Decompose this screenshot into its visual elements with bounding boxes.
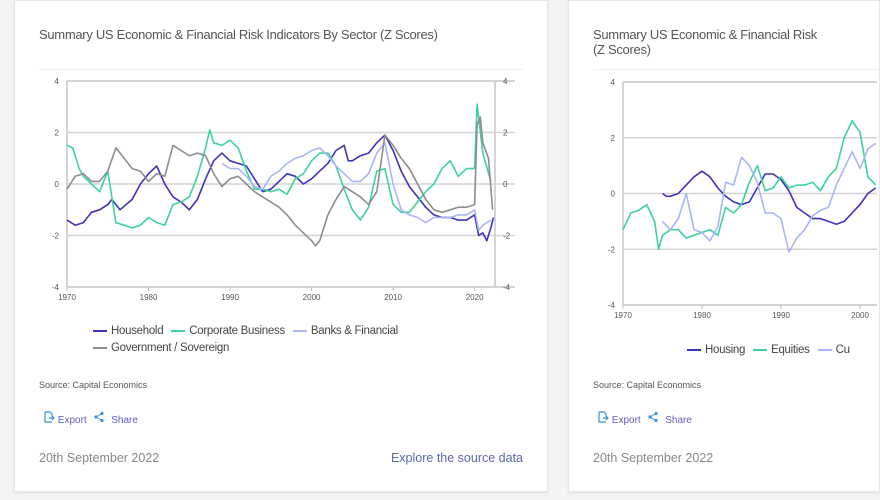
chart-legend: Housing Equities Cu (687, 342, 877, 359)
legend-item-third[interactable]: Cu (817, 342, 850, 359)
legend-swatch (292, 329, 307, 332)
y-tick-label-right: 4 (503, 77, 508, 86)
title-divider (39, 69, 523, 70)
y-tick-label-left: -4 (608, 301, 616, 310)
y-tick-label-left: 0 (55, 180, 60, 189)
x-tick-label: 2010 (384, 293, 402, 302)
share-button[interactable]: Share (93, 411, 138, 426)
chart-card-by-market: Summary US Economic & Financial Risk (Z S… (568, 0, 880, 492)
series-line-housing (662, 170, 877, 225)
legend-item-banks[interactable]: Banks & Financial (292, 323, 398, 340)
y-tick-label-left: 2 (55, 129, 60, 138)
series-line-government-sovereign (66, 116, 494, 247)
publish-date: 20th September 2022 (593, 451, 714, 465)
legend-label: Household (111, 325, 164, 337)
export-icon (44, 411, 55, 423)
legend-item-equities[interactable]: Equities (753, 342, 810, 359)
export-button[interactable]: Export (43, 411, 89, 426)
y-tick-label-left: -2 (608, 245, 616, 254)
y-tick-label-right: -2 (503, 232, 511, 241)
legend-swatch (171, 329, 186, 332)
share-label: Share (665, 414, 692, 426)
chart-legend: Household Corporate Business Banks & Finan… (93, 323, 493, 357)
export-icon (598, 411, 609, 423)
legend-item-government[interactable]: Government / Sovereign (93, 340, 229, 357)
y-tick-label-left: 4 (55, 77, 60, 86)
share-button[interactable]: Share (647, 411, 692, 426)
legend-swatch (753, 348, 768, 351)
export-label: Export (57, 414, 87, 426)
chart-actions: Export Share (597, 411, 692, 426)
legend-swatch (687, 348, 701, 351)
chart-actions: Export Share (43, 411, 138, 426)
y-tick-label-right: -4 (503, 283, 511, 292)
y-tick-label-left: 2 (611, 134, 616, 143)
x-tick-label: 2020 (466, 293, 484, 302)
legend-item-housing[interactable]: Housing (687, 342, 745, 359)
series-line-banks-financial (221, 142, 492, 232)
share-icon (648, 411, 659, 423)
source-note: Source: Capital Economics (593, 380, 702, 390)
chart-title: Summary US Economic & Financial Risk Ind… (39, 27, 438, 42)
x-tick-label: 1980 (140, 293, 158, 302)
share-label: Share (111, 414, 138, 426)
legend-swatch (93, 329, 107, 332)
legend-label: Cu (835, 344, 850, 356)
legend-swatch (93, 346, 107, 349)
x-tick-label: 1970 (58, 293, 76, 302)
legend-label: Housing (705, 344, 746, 356)
legend-label: Banks & Financial (310, 325, 398, 337)
explore-source-data-link[interactable]: Explore the source data (390, 451, 523, 465)
series-line-household (66, 134, 495, 242)
legend-swatch (817, 348, 832, 351)
x-tick-label: 2000 (851, 311, 869, 320)
y-tick-label-left: -2 (52, 232, 60, 241)
y-tick-label-left: 4 (611, 78, 616, 87)
legend-label: Government / Sovereign (111, 342, 230, 354)
x-tick-label: 2000 (303, 293, 321, 302)
y-tick-label-left: 0 (611, 190, 616, 199)
series-line-corporate-business (66, 103, 492, 229)
y-tick-label-right: 0 (503, 180, 508, 189)
x-tick-label: 1980 (693, 311, 711, 320)
share-icon (94, 411, 105, 423)
legend-label: Corporate Business (189, 325, 285, 337)
series-line-cu (661, 142, 877, 253)
export-button[interactable]: Export (597, 411, 643, 426)
x-tick-label: 1990 (221, 293, 239, 302)
chart-title-line1: Summary US Economic & Financial Risk (593, 27, 817, 42)
chart-title-line2: (Z Scores) (593, 42, 651, 57)
export-label: Export (611, 414, 641, 426)
publish-date: 20th September 2022 (39, 451, 160, 465)
chart-card-by-sector: Summary US Economic & Financial Risk Ind… (14, 0, 548, 492)
legend-item-household[interactable]: Household (93, 323, 164, 340)
series-line-equities (622, 120, 877, 251)
source-note: Source: Capital Economics (39, 380, 148, 390)
legend-label: Equities (771, 344, 810, 356)
x-tick-label: 1970 (614, 311, 632, 320)
chart-title: Summary US Economic & Financial Risk (Z S… (593, 27, 873, 57)
x-tick-label: 1990 (772, 311, 790, 320)
y-tick-label-left: -4 (52, 283, 60, 292)
title-divider (593, 69, 879, 70)
legend-item-corporate[interactable]: Corporate Business (171, 323, 285, 340)
y-tick-label-right: 2 (503, 129, 508, 138)
